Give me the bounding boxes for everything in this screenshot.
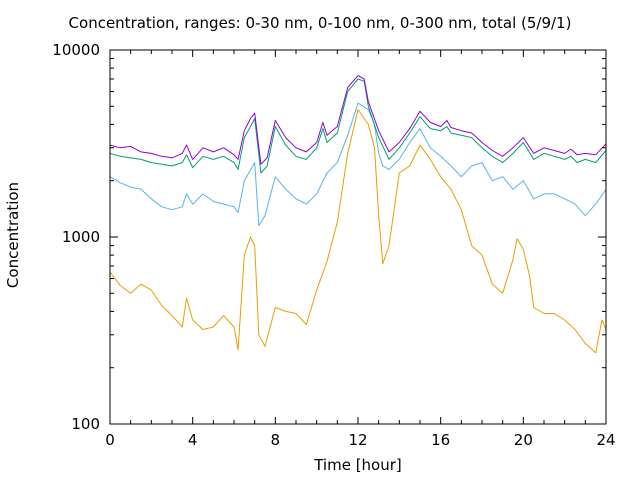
series-line-3 [109,78,607,174]
series-line-2 [109,102,607,227]
x-axis-label: Time [hour] [314,456,402,474]
y-tick-label: 100 [71,415,100,433]
x-tick-label: 8 [271,431,281,449]
chart-title: Concentration, ranges: 0-30 nm, 0-100 nm… [68,14,572,32]
series-line-4 [109,75,607,165]
series-line-1 [109,109,607,354]
y-tick-label: 10000 [52,41,100,59]
x-tick-label: 12 [348,431,367,449]
x-tick-label: 16 [431,431,450,449]
x-tick-label: 20 [514,431,533,449]
x-tick-label: 4 [188,431,198,449]
y-tick-label: 1000 [62,228,100,246]
plot-frame [109,49,607,425]
x-tick-label: 24 [596,431,615,449]
x-tick-label: 0 [105,431,115,449]
